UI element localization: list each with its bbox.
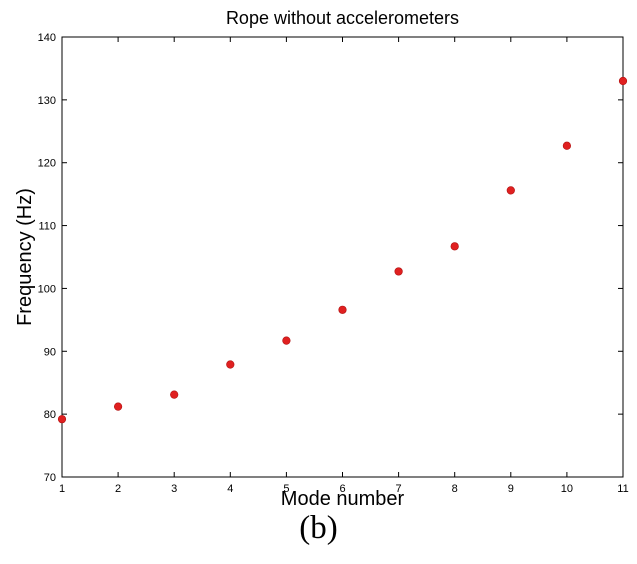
x-tick-label: 2 [115, 483, 121, 495]
data-point [618, 76, 628, 86]
data-point [450, 242, 459, 251]
x-tick-label: 7 [396, 483, 402, 495]
chart-title: Rope without accelerometers [226, 8, 459, 28]
y-tick-label: 130 [38, 95, 56, 107]
data-point [113, 402, 123, 411]
data-point [506, 186, 515, 195]
x-tick-label: 1 [59, 483, 65, 495]
x-axis-label: Mode number [281, 488, 405, 505]
y-axis-label: Frequency (Hz) [14, 188, 36, 326]
y-tick-label: 90 [44, 346, 56, 358]
data-point [394, 267, 403, 276]
data-point [226, 360, 235, 369]
y-tick-label: 120 [38, 158, 56, 170]
data-point [282, 336, 291, 345]
data-point [170, 390, 179, 399]
x-tick-label: 10 [561, 483, 573, 495]
x-tick-label: 8 [452, 483, 458, 495]
y-tick-label: 70 [44, 472, 56, 484]
plot-area [61, 36, 624, 478]
y-tick-label: 110 [38, 221, 56, 233]
x-tick-label: 4 [227, 483, 233, 495]
y-tick-label: 140 [38, 32, 56, 44]
data-point [57, 415, 67, 424]
scatter-chart: 1 2 3 4 5 6 7 8 9 10 11 70 80 90 100 110 120 130 140 Rope… [14, 8, 629, 505]
x-tick-label: 11 [617, 483, 628, 495]
panel-caption: (b) [299, 510, 338, 546]
y-axis-ticks: 70 80 90 100 110 120 130 140 [38, 32, 623, 484]
x-tick-label: 9 [508, 483, 514, 495]
x-tick-label: 6 [339, 483, 345, 495]
x-tick-label: 5 [283, 483, 289, 495]
y-tick-label: 80 [44, 409, 56, 421]
x-tick-label: 3 [171, 483, 177, 495]
data-point [562, 141, 572, 150]
x-axis-ticks: 1 2 3 4 5 6 7 8 9 10 11 [59, 37, 629, 495]
y-tick-label: 100 [38, 283, 56, 295]
data-point [338, 305, 347, 314]
data-points [57, 76, 628, 424]
